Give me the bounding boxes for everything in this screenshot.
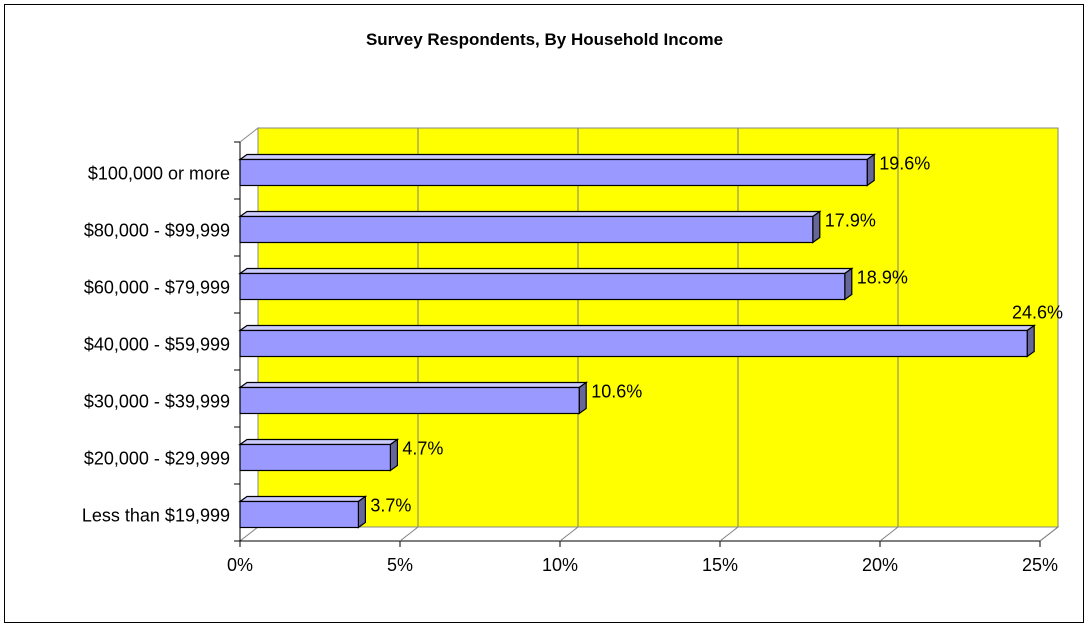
bar-front-face: [239, 386, 580, 415]
bar-side-face: [1026, 324, 1035, 358]
data-labels: 19.6% 17.9% 18.9% 24.6% 10.6% 4.7% 3.7%: [370, 154, 1063, 516]
data-label: 18.9%: [857, 268, 908, 288]
gridline-floor: [1039, 526, 1059, 542]
gridline-floor: [879, 526, 899, 542]
category-label: $20,000 - $29,999: [84, 449, 230, 469]
data-label: 17.9%: [825, 211, 876, 231]
bar: [238, 210, 822, 244]
bar-side-face: [844, 267, 853, 301]
category-label: $40,000 - $59,999: [84, 335, 230, 355]
data-label: 19.6%: [879, 154, 930, 174]
bar-top-face: [238, 153, 877, 161]
x-tick-label: 5%: [387, 555, 413, 575]
bar-top-face: [238, 495, 368, 503]
bar-front-face: [239, 500, 360, 529]
bar-front-face: [239, 215, 814, 244]
bar-side-face: [389, 438, 398, 472]
bar: [238, 495, 368, 529]
bars: [238, 153, 1037, 529]
category-label: $100,000 or more: [88, 164, 230, 184]
bar: [238, 267, 854, 301]
bar-top-face: [238, 438, 400, 446]
bar-side-face: [357, 495, 366, 529]
bar-front-face: [239, 272, 846, 301]
bar: [238, 381, 589, 415]
bar-top-face: [238, 381, 589, 389]
bar: [238, 153, 877, 187]
x-tick-labels: 0% 5% 10% 15% 20% 25%: [227, 555, 1058, 575]
bar-top-face: [238, 210, 822, 218]
bar-front-face: [239, 443, 391, 472]
data-label: 3.7%: [370, 496, 411, 516]
x-tick-label: 25%: [1022, 555, 1058, 575]
bar-front-face: [239, 158, 868, 187]
x-tick-label: 15%: [702, 555, 738, 575]
bar-top-face: [238, 267, 854, 275]
data-label: 4.7%: [402, 439, 443, 459]
bar: [238, 438, 400, 472]
category-label: Less than $19,999: [82, 506, 230, 526]
bar-top-face: [238, 324, 1037, 332]
x-tick-label: 0%: [227, 555, 253, 575]
category-label: $60,000 - $79,999: [84, 278, 230, 298]
x-tick-label: 20%: [862, 555, 898, 575]
plot-floor: [238, 526, 1060, 542]
bar-side-face: [866, 153, 875, 187]
bar-side-face: [812, 210, 821, 244]
category-label: $30,000 - $39,999: [84, 392, 230, 412]
x-tick-label: 10%: [542, 555, 578, 575]
category-label: $80,000 - $99,999: [84, 221, 230, 241]
data-label: 10.6%: [591, 382, 642, 402]
bar: [238, 324, 1037, 358]
bar-side-face: [578, 381, 587, 415]
data-label: 24.6%: [1012, 303, 1063, 323]
gridline-floor: [559, 526, 579, 542]
category-labels: $100,000 or more $80,000 - $99,999 $60,000…: [82, 164, 230, 526]
gridline-floor: [719, 526, 739, 542]
chart-title: Survey Respondents, By Household Income: [365, 30, 724, 49]
gridline-floor: [399, 526, 419, 542]
bar-front-face: [239, 329, 1028, 358]
